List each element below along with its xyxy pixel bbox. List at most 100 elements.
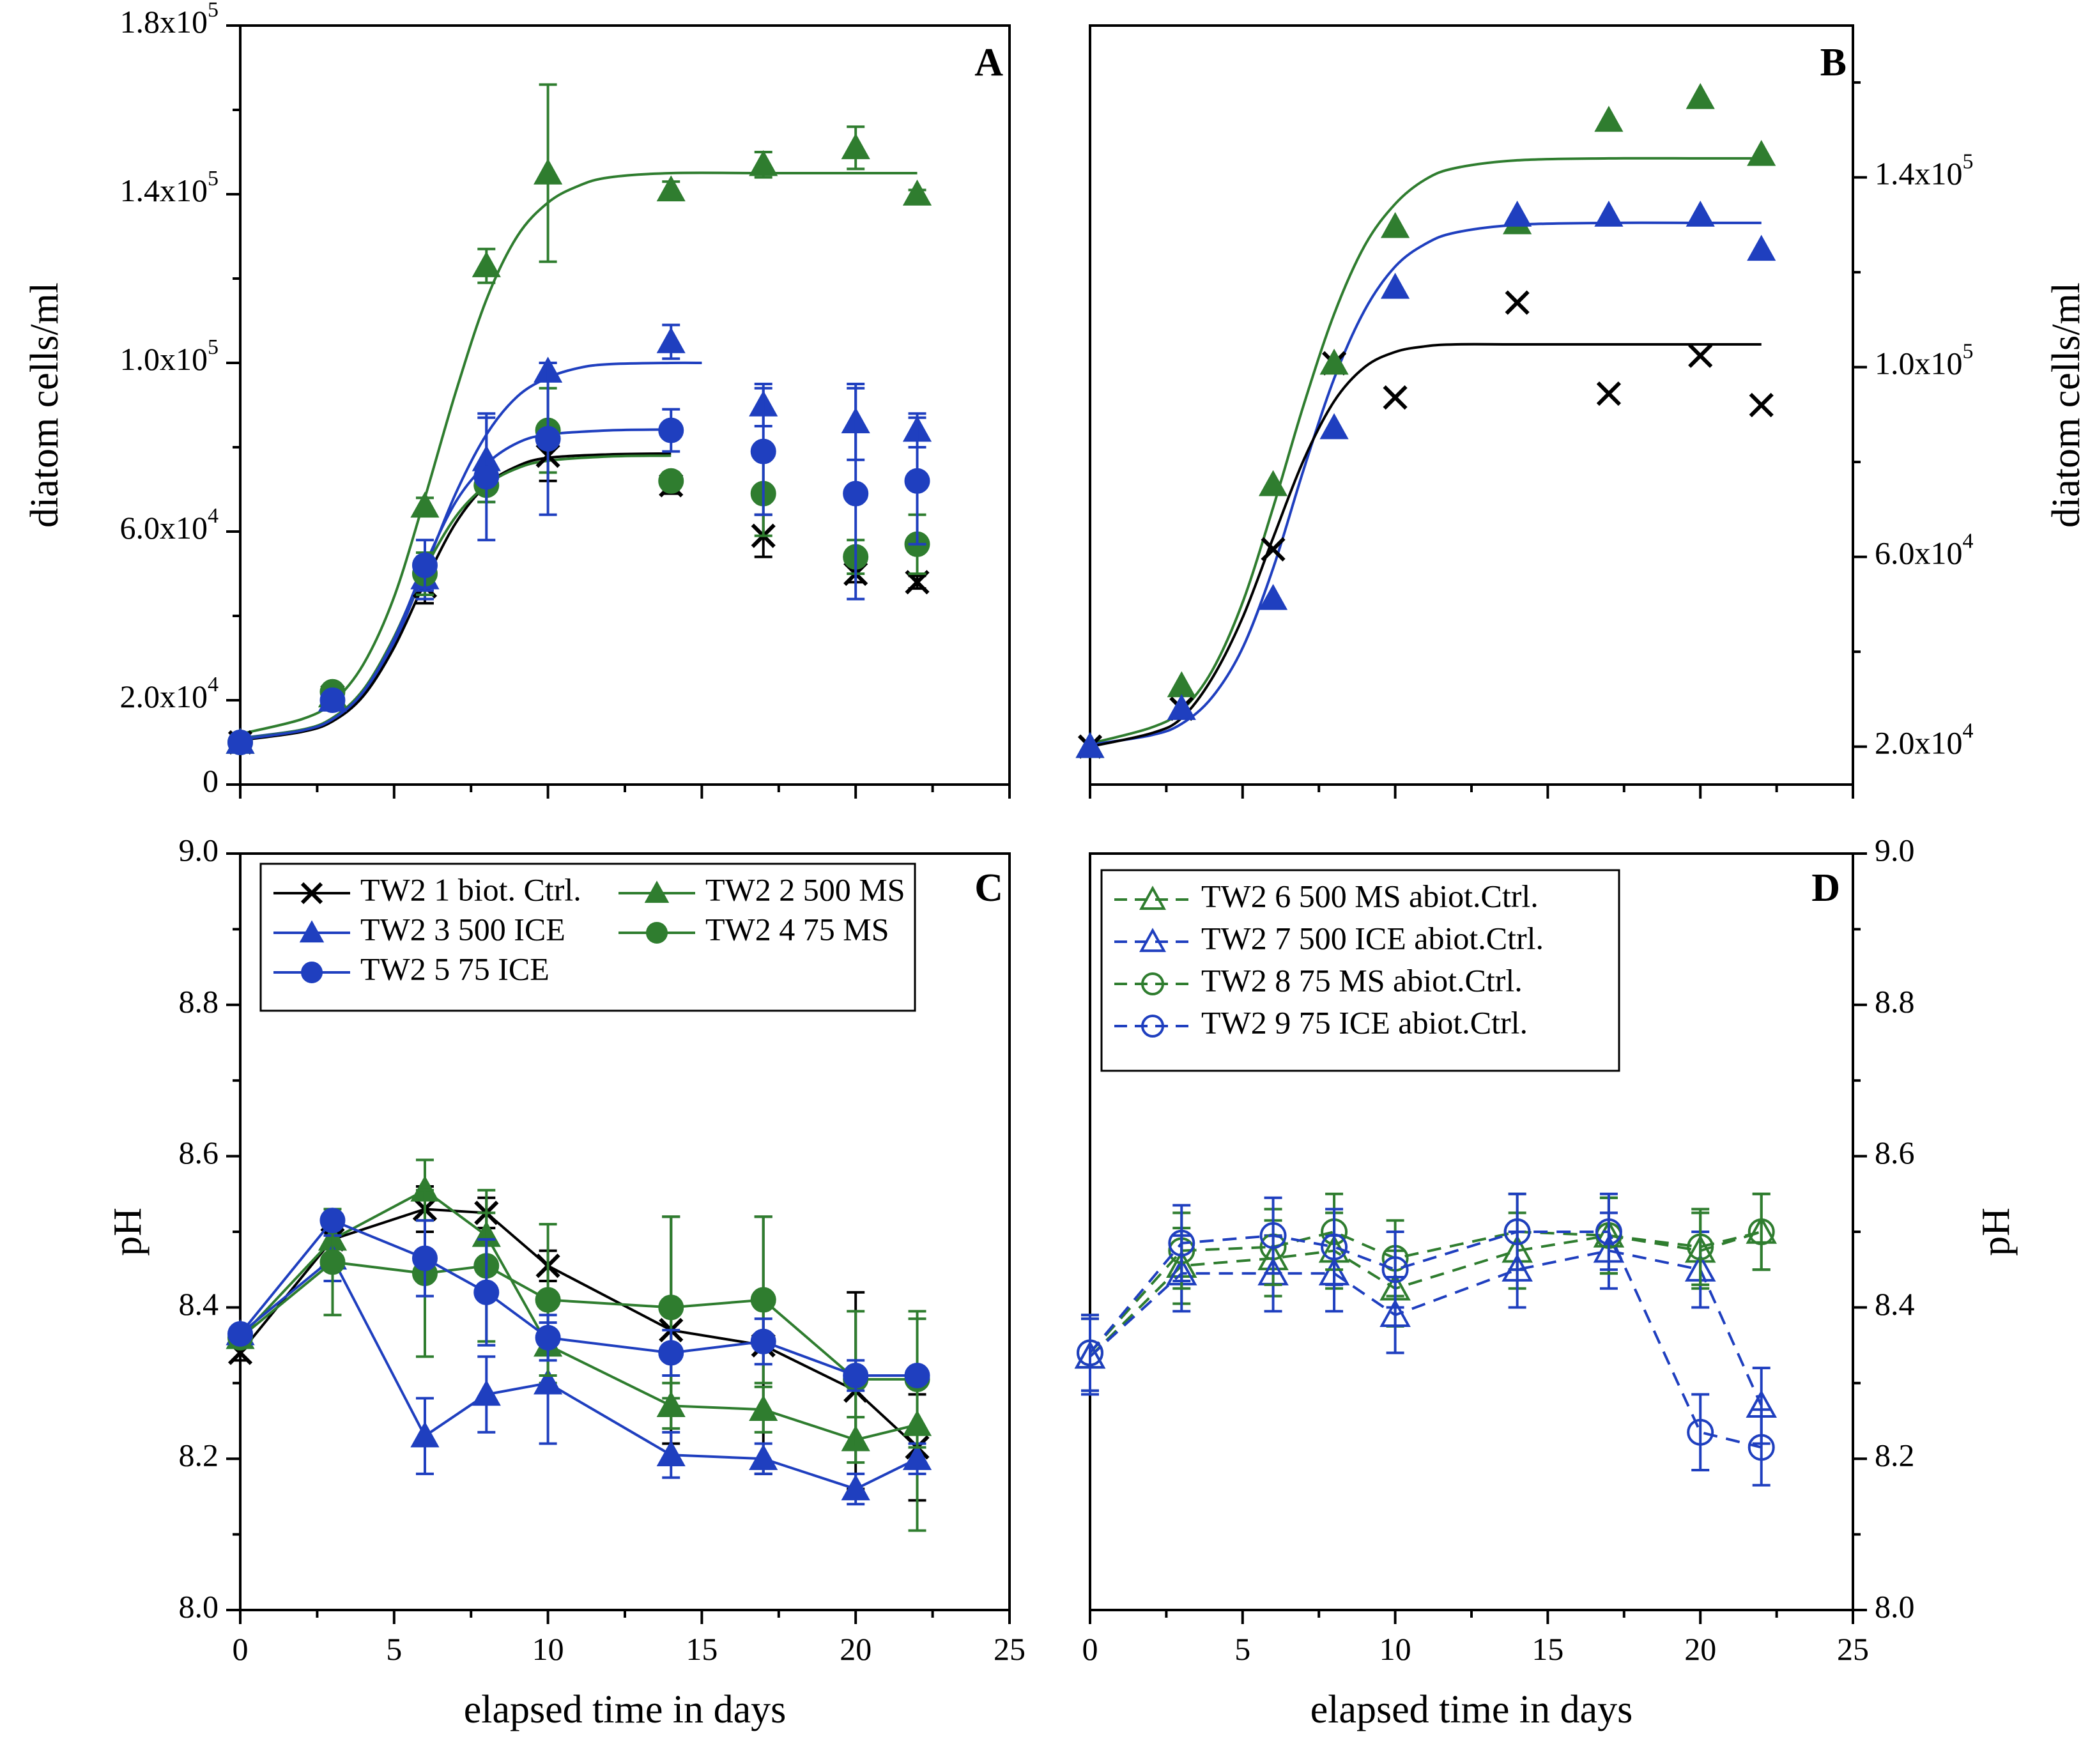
error-bar — [1325, 1208, 1344, 1286]
x-tick-label: 25 — [994, 1631, 1025, 1667]
legend-entry: TW2 1 biot. Ctrl. — [273, 871, 581, 907]
x-tick-label: 20 — [840, 1631, 872, 1667]
x-axis-title: elapsed time in days — [464, 1688, 786, 1731]
data-point — [656, 175, 686, 202]
data-point — [1594, 201, 1624, 227]
legend-marker — [299, 920, 325, 943]
y-axis-title: pH — [106, 1208, 150, 1256]
data-point — [1259, 1222, 1287, 1249]
y-tick-label: 1.8x105 — [1875, 0, 1974, 2]
error-bar — [1264, 1196, 1282, 1275]
fit-curve — [240, 452, 672, 742]
fit-curve — [1089, 221, 1762, 746]
y-axis-title: pH — [1974, 1208, 2018, 1256]
plot-frame — [239, 24, 1011, 786]
legend-entry: TW2 6 500 MS abiot.Ctrl. — [1114, 878, 1539, 914]
fit-curve — [1089, 342, 1762, 748]
panel-letter: C — [974, 866, 1003, 910]
data-point — [411, 552, 438, 578]
legend-box — [259, 863, 916, 1012]
series-tw2-2-500-ms — [1075, 82, 1776, 758]
y-tick-label: 8.8 — [1875, 983, 1915, 1019]
data-point — [410, 491, 440, 518]
data-point — [535, 426, 561, 452]
fit-curve — [240, 171, 918, 735]
data-point — [750, 438, 776, 464]
legend-marker — [1139, 886, 1166, 910]
data-point — [1595, 1218, 1622, 1245]
legend-label: TW2 8 75 MS abiot.Ctrl. — [1201, 962, 1523, 998]
x-axis-title: elapsed time in days — [1310, 1688, 1632, 1731]
y-tick-label: 1.0x105 — [120, 335, 219, 378]
data-point — [1686, 201, 1715, 227]
data-point — [1596, 381, 1622, 406]
x-tick-label: 5 — [386, 1631, 402, 1667]
legend-label: TW2 6 500 MS abiot.Ctrl. — [1201, 878, 1539, 914]
panel-b: 2.0x104 6.0x104 1.0x105 1.4x105 1.8x105 diato… — [1075, 0, 2088, 799]
y-tick-label: 1.4x105 — [1875, 150, 1974, 192]
legend-entry: TW2 5 75 ICE — [273, 951, 549, 986]
data-point — [535, 1287, 561, 1313]
legend-label: TW2 1 biot. Ctrl. — [360, 871, 581, 907]
data-point — [1381, 272, 1410, 299]
data-point — [1688, 343, 1713, 368]
data-point — [749, 1444, 778, 1470]
fit-curve — [240, 454, 672, 740]
panel-c: 0 5 10 15 20 25 8.0 8.2 8.4 8.6 8.8 9.0 elapsed time… — [106, 832, 1025, 1731]
x-tick-label: 5 — [1234, 1631, 1250, 1667]
data-point — [1687, 1418, 1714, 1446]
y-axis-title: diatom cells/ml — [2045, 282, 2088, 528]
data-point — [750, 1328, 776, 1354]
fit-curve — [240, 428, 672, 741]
plot-frame — [1089, 24, 1854, 786]
legend-marker — [1139, 928, 1166, 953]
error-bar — [1081, 1314, 1099, 1392]
data-point — [319, 1249, 346, 1275]
data-point — [1747, 140, 1776, 166]
y-tick-label: 8.4 — [1875, 1286, 1915, 1322]
legend-marker — [1141, 972, 1164, 995]
data-point — [1321, 1233, 1348, 1261]
series-tw2-9-75-ice-abiot-ctrl- — [1077, 1192, 1775, 1487]
data-point — [1687, 1233, 1714, 1261]
data-point — [1319, 348, 1349, 375]
error-bar — [1599, 1192, 1618, 1271]
y-tick-label: 6.0x104 — [1875, 529, 1974, 571]
data-point — [658, 1340, 684, 1366]
series-line — [1089, 1231, 1762, 1449]
error-bar — [1691, 1208, 1710, 1286]
y-tick-label: 2.0x104 — [120, 673, 219, 715]
series-line — [239, 1256, 918, 1491]
data-point — [1077, 1339, 1103, 1367]
y-axis-title: diatom cells/ml — [23, 282, 66, 528]
data-point — [411, 1245, 438, 1271]
data-point — [1381, 211, 1410, 238]
data-point — [319, 687, 346, 713]
legend-label: TW2 9 75 ICE abiot.Ctrl. — [1201, 1004, 1528, 1040]
x-tick-label: 15 — [1532, 1631, 1563, 1667]
data-point — [1686, 82, 1715, 109]
legend-label: TW2 4 75 MS — [705, 911, 889, 947]
data-point — [1261, 537, 1286, 562]
legend: TW2 6 500 MS abiot.Ctrl. TW2 7 500 ICE ab… — [1100, 869, 1620, 1072]
data-point — [656, 1440, 686, 1466]
legend-entry: TW2 8 75 MS abiot.Ctrl. — [1114, 962, 1523, 998]
data-point — [473, 1279, 500, 1305]
legend-label: TW2 5 75 ICE — [360, 951, 549, 986]
error-bar — [1172, 1204, 1191, 1282]
data-point — [1167, 671, 1196, 698]
data-point — [841, 1474, 870, 1501]
data-point — [1383, 385, 1408, 410]
data-point — [1379, 1299, 1411, 1327]
legend-marker — [301, 962, 323, 983]
data-point — [904, 1362, 930, 1388]
y-tick-label: 8.0 — [1875, 1588, 1915, 1624]
data-point — [1505, 290, 1530, 315]
data-point — [1749, 392, 1774, 418]
data-point — [843, 1362, 869, 1388]
y-tick-label: 8.0 — [179, 1588, 219, 1624]
data-point — [658, 468, 684, 494]
y-tick-label: 9.0 — [179, 832, 219, 868]
legend-label: TW2 3 500 ICE — [360, 911, 565, 947]
